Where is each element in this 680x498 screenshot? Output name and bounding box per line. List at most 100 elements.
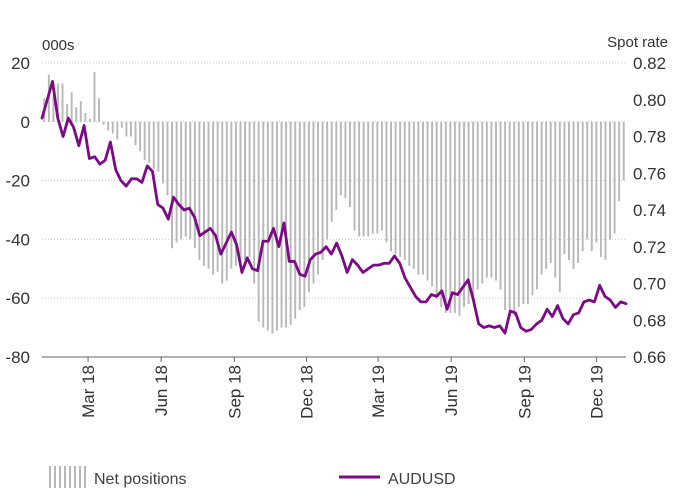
net-position-bar	[435, 121, 438, 299]
left-tick-label: -40	[5, 230, 30, 249]
net-position-bar	[362, 121, 365, 237]
left-axis: 20 0 -20 -40 -60 -80	[5, 54, 30, 367]
x-tick-label: Sep 18	[225, 365, 244, 419]
x-tick-label: Mar 18	[79, 365, 98, 418]
net-position-bar	[276, 121, 278, 331]
line-series	[40, 79, 628, 335]
x-tick-label: Dec 18	[298, 365, 317, 419]
net-position-bar	[495, 121, 497, 281]
net-position-bar	[613, 121, 616, 234]
net-position-bar	[93, 71, 96, 122]
net-position-bar	[61, 83, 64, 122]
net-position-bar	[517, 121, 520, 308]
net-position-bar	[66, 104, 69, 122]
right-tick-label: 0.80	[633, 91, 666, 110]
right-tick-label: 0.78	[633, 128, 666, 147]
net-position-bar	[545, 121, 548, 269]
net-position-bar	[581, 121, 584, 252]
net-position-bar	[298, 121, 301, 310]
net-position-bar	[180, 121, 183, 240]
net-position-bar	[476, 121, 479, 290]
net-position-bar	[152, 121, 155, 169]
net-position-bar	[353, 121, 356, 231]
net-position-bar	[266, 121, 269, 331]
net-position-bar	[481, 121, 484, 284]
net-position-bar	[586, 121, 589, 240]
net-position-bar	[349, 121, 351, 208]
net-position-bar	[139, 121, 142, 152]
net-position-bar	[107, 121, 110, 131]
net-position-bar	[312, 121, 315, 284]
net-position-bar	[335, 121, 338, 210]
net-position-bar	[472, 121, 475, 299]
net-position-bar	[609, 121, 611, 240]
net-position-bar	[558, 121, 561, 293]
net-position-bar	[234, 121, 237, 266]
net-position-bar	[422, 121, 424, 275]
net-position-bar	[88, 118, 91, 122]
grid-lines	[42, 62, 626, 358]
net-position-bar	[120, 121, 123, 128]
net-position-bar	[239, 121, 242, 263]
net-position-bar	[134, 121, 137, 146]
net-position-bar	[189, 121, 192, 240]
net-position-bar	[577, 121, 580, 263]
net-position-bar	[572, 121, 575, 269]
net-position-bar	[344, 121, 347, 199]
net-position-bar	[449, 121, 452, 313]
net-position-bar	[380, 121, 383, 231]
net-position-bar	[531, 121, 534, 296]
audusd-line	[40, 79, 628, 335]
net-position-bar	[563, 121, 566, 255]
net-position-bar	[403, 121, 406, 260]
net-position-bar	[330, 121, 333, 222]
net-position-bar	[244, 121, 246, 260]
net-position-bar	[504, 121, 507, 310]
net-position-bar	[212, 121, 215, 275]
net-position-bar	[490, 121, 493, 278]
right-axis-unit: Spot rate	[607, 34, 668, 51]
net-position-bar	[75, 107, 78, 122]
net-position-bar	[171, 121, 173, 249]
left-tick-label: 20	[11, 54, 30, 73]
net-position-bar	[230, 121, 233, 269]
net-position-bar	[321, 121, 324, 260]
net-position-bar	[184, 121, 187, 237]
right-tick-label: 0.66	[633, 348, 666, 367]
net-position-bar	[303, 121, 306, 308]
net-position-bar	[417, 121, 420, 275]
net-position-bar	[70, 92, 73, 122]
right-tick-label: 0.82	[633, 54, 666, 73]
net-position-bar	[248, 121, 251, 258]
net-position-bar	[408, 121, 411, 266]
net-position-bar	[289, 121, 292, 325]
net-position-bar	[294, 121, 297, 319]
net-position-bar	[467, 121, 470, 305]
net-position-bar	[102, 121, 105, 125]
net-position-bar	[513, 121, 516, 316]
net-position-bar	[57, 83, 59, 122]
net-position-bar	[554, 121, 557, 278]
net-position-bar	[143, 121, 146, 161]
legend-label-net-positions: Net positions	[94, 471, 187, 488]
net-position-bar	[499, 121, 502, 290]
net-position-bar	[367, 121, 370, 237]
net-position-bar	[526, 121, 529, 305]
right-tick-label: 0.70	[633, 275, 666, 294]
net-position-bar	[253, 121, 256, 284]
net-position-bar	[412, 121, 415, 269]
net-position-bar	[116, 121, 119, 140]
net-position-bar	[618, 121, 621, 202]
net-position-bar	[371, 121, 374, 234]
net-position-bar	[130, 121, 132, 137]
net-position-bar	[221, 121, 224, 284]
right-tick-label: 0.76	[633, 164, 666, 183]
left-tick-label: 0	[21, 113, 30, 132]
net-position-bar	[161, 121, 164, 184]
left-axis-unit: 000s	[42, 37, 75, 54]
net-position-bar	[285, 121, 288, 328]
net-position-bar	[385, 121, 388, 243]
net-position-bar	[157, 121, 160, 172]
right-tick-label: 0.72	[633, 238, 666, 257]
